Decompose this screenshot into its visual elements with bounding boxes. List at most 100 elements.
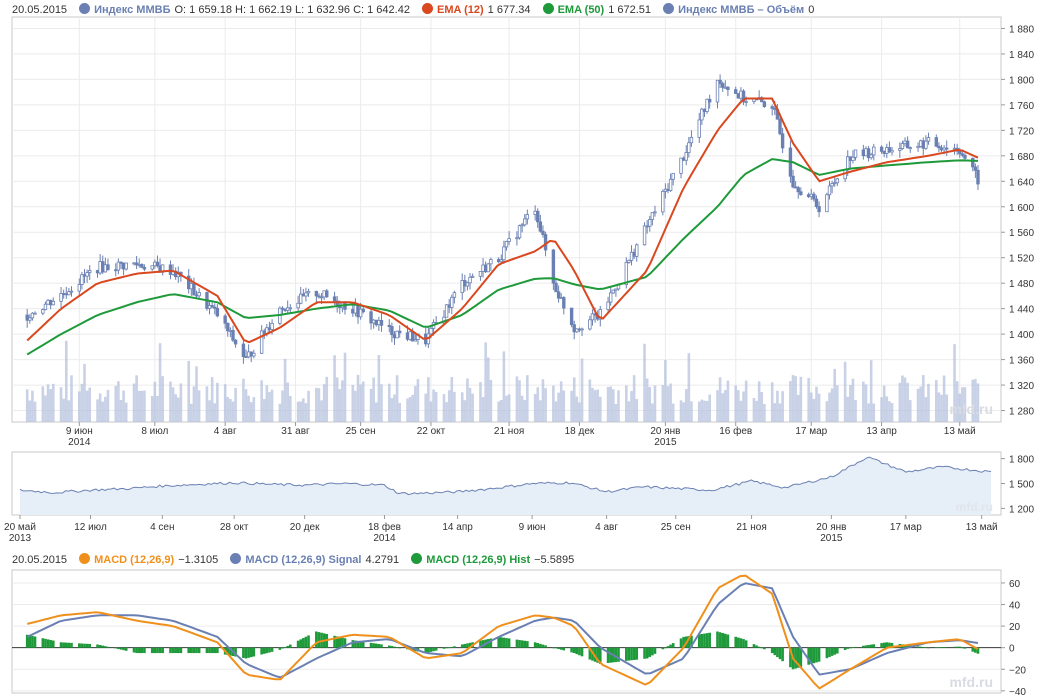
candle-body [306, 290, 311, 294]
x-tick-label: 17 мар [890, 522, 922, 533]
candle-body [325, 290, 329, 298]
volume-bar [617, 390, 620, 422]
volume-bar [98, 393, 102, 422]
histogram-bar [843, 647, 847, 651]
histogram-bar [380, 644, 383, 648]
volume-bar [31, 390, 34, 422]
histogram-bar [739, 638, 743, 648]
candle-body [900, 143, 905, 150]
histogram-bar [916, 646, 920, 648]
candle-body [960, 153, 965, 156]
histogram-bar [697, 634, 701, 648]
x-tick-label: 31 авг [281, 426, 310, 437]
histogram-bar [554, 647, 558, 649]
volume-bar [83, 363, 86, 422]
candle-body [572, 324, 576, 333]
candle-body [223, 315, 227, 324]
candle-body [890, 149, 894, 153]
watermark: mfd.ru [949, 674, 993, 690]
histogram-bar [945, 647, 949, 648]
histogram-bar [153, 647, 157, 654]
volume-bar [773, 403, 777, 422]
histogram-bar [651, 647, 654, 656]
histogram-bar [479, 640, 482, 648]
histogram-bar [927, 647, 930, 649]
histogram-bar [721, 633, 725, 648]
volume-bar [682, 402, 685, 422]
legend-item-signal[interactable]: MACD (12,26,9) Signal 4.2791 [230, 553, 399, 566]
volume-bar [744, 380, 748, 422]
candle-body [28, 317, 32, 321]
histogram-bar [453, 646, 456, 648]
candle-body [369, 311, 373, 324]
volume-bar [46, 384, 50, 422]
volume-bar [414, 386, 417, 422]
legend-item-index[interactable]: Индекс ММВБ O: 1 659.18 H: 1 662.19 L: 1 … [79, 3, 410, 16]
legend-item-ema12[interactable]: EMA (12) 1 677.34 [422, 3, 531, 16]
histogram-bar [703, 633, 706, 648]
volume-bar [864, 384, 868, 422]
candle-body [866, 148, 871, 159]
candle-body [817, 206, 821, 213]
histogram-bar [630, 647, 633, 661]
volume-bar [724, 390, 727, 422]
candle-body [869, 154, 873, 159]
volume-bar [122, 390, 125, 422]
legend-values: 0 [808, 4, 815, 16]
histogram-bar [625, 647, 628, 661]
legend-item-ema50[interactable]: EMA (50) 1 672.51 [542, 3, 651, 16]
histogram-bar [41, 638, 45, 648]
histogram-bar [104, 646, 107, 648]
histogram-bar [143, 647, 146, 654]
histogram-bar [354, 640, 357, 648]
histogram-bar [635, 647, 639, 660]
histogram-bar [872, 644, 876, 648]
histogram-bar [781, 647, 784, 662]
histogram-bar [497, 636, 500, 648]
legend-name: EMA (50) [557, 4, 605, 16]
volume-bar [270, 389, 274, 422]
histogram-bar [700, 633, 704, 648]
candle-body [762, 101, 767, 107]
volume-bar [234, 387, 237, 422]
histogram-bar [773, 647, 777, 656]
candle-body [142, 266, 147, 270]
histogram-bar [460, 644, 464, 648]
volume-bar [447, 390, 451, 422]
volume-bar [505, 395, 508, 422]
volume-bar [953, 344, 956, 422]
candle-body [398, 330, 402, 334]
y-tick-label: 40 [1009, 601, 1021, 612]
x-tick-label: 20 янв [816, 522, 846, 533]
candle-body [379, 319, 384, 326]
x-tick-label: 25 сен [346, 426, 376, 437]
volume-bar [737, 390, 740, 422]
histogram-bar [283, 647, 287, 648]
x-tick-label: 20 янв [650, 426, 680, 437]
histogram-bar [190, 647, 193, 654]
candle-body [744, 101, 748, 103]
legend-item-hist[interactable]: MACD (12,26,9) Hist −5.5895 [411, 553, 574, 566]
volume-bar [958, 393, 962, 422]
volume-bar [974, 378, 977, 422]
legend-item-macd[interactable]: MACD (12,26,9) −1.3105 [79, 553, 218, 566]
histogram-bar [192, 647, 196, 654]
volume-bar [44, 395, 47, 422]
histogram-bar [67, 642, 71, 648]
histogram-bar [361, 641, 365, 648]
volume-bar [197, 390, 201, 422]
volume-bar [716, 390, 719, 422]
volume-bar [526, 375, 529, 422]
volume-bar [51, 383, 55, 422]
legend-item-volume[interactable]: Индекс ММВБ – Объём 0 [663, 3, 814, 16]
histogram-bar [46, 639, 50, 648]
volume-bar [796, 394, 800, 422]
volume-bar [176, 397, 180, 422]
histogram-bar [278, 647, 282, 650]
histogram-bar [609, 647, 612, 663]
volume-bar [507, 394, 511, 422]
histogram-bar [557, 647, 560, 650]
volume-bar [606, 386, 610, 422]
